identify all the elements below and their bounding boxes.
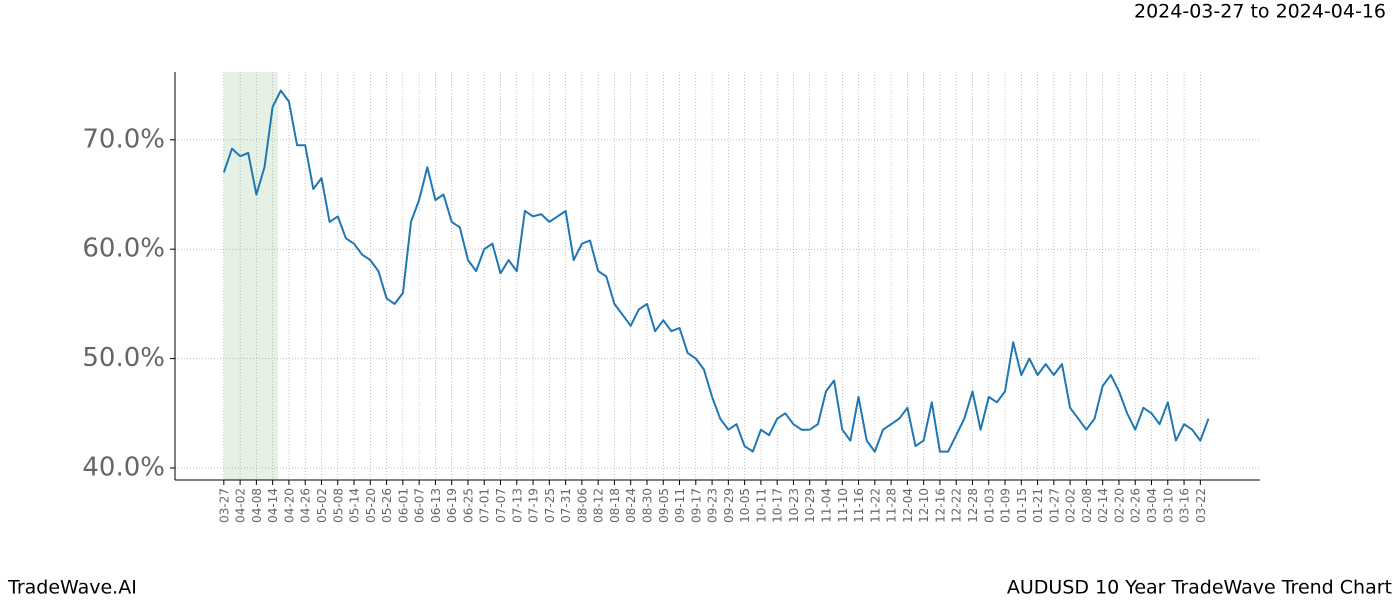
x-tick-label: 03-22 — [1194, 488, 1208, 523]
x-tick-label: 12-10 — [917, 488, 931, 523]
x-tick-label: 04-08 — [250, 488, 264, 523]
x-tick-label: 03-16 — [1178, 488, 1192, 523]
x-tick-label: 06-25 — [461, 488, 475, 523]
x-tick-label: 03-27 — [217, 488, 231, 523]
x-tick-label: 11-28 — [885, 488, 899, 523]
series-line — [222, 89, 1210, 453]
x-tick-label: 09-29 — [722, 488, 736, 523]
x-tick-label: 11-22 — [868, 488, 882, 523]
x-tick-label: 06-07 — [413, 488, 427, 523]
x-tick-label: 05-20 — [364, 488, 378, 523]
x-tick-label: 08-24 — [624, 488, 638, 523]
chart-title: 2024-03-27 to 2024-04-16 — [1134, 1, 1386, 23]
x-tick-label: 04-14 — [266, 488, 280, 523]
x-tick-label: 01-09 — [999, 488, 1013, 523]
x-tick-label: 03-04 — [1145, 488, 1159, 523]
x-tick-label: 02-08 — [1080, 488, 1094, 523]
x-tick-label: 07-31 — [559, 488, 573, 523]
x-tick-label: 10-11 — [754, 488, 768, 523]
x-tick-label: 02-20 — [1112, 488, 1126, 523]
x-tick-label: 09-05 — [657, 488, 671, 523]
x-tick-label: 09-11 — [673, 488, 687, 523]
x-tick-label: 05-26 — [380, 488, 394, 523]
x-tick-label: 05-08 — [331, 488, 345, 523]
x-tick-label: 04-20 — [282, 488, 296, 523]
x-tick-label: 02-02 — [1064, 488, 1078, 523]
x-tick-label: 03-10 — [1161, 488, 1175, 523]
x-tick-label: 11-10 — [836, 488, 850, 523]
x-tick-label: 01-15 — [1015, 488, 1029, 523]
x-tick-label: 08-12 — [592, 488, 606, 523]
x-tick-label: 05-14 — [348, 488, 362, 523]
x-tick-label: 12-22 — [950, 488, 964, 523]
x-tick-label: 07-19 — [527, 488, 541, 523]
y-tick-label: 50.0% — [82, 343, 165, 373]
x-tick-label: 10-23 — [787, 488, 801, 523]
footer-left: TradeWave.AI — [7, 577, 137, 599]
x-tick-label: 07-01 — [478, 488, 492, 523]
x-tick-label: 12-16 — [933, 488, 947, 523]
x-tick-label: 12-04 — [901, 488, 915, 523]
x-tick-label: 11-16 — [852, 488, 866, 523]
x-tick-label: 07-07 — [494, 488, 508, 523]
y-tick-label: 70.0% — [82, 124, 165, 154]
x-tick-label: 07-25 — [543, 488, 557, 523]
x-tick-label: 08-18 — [608, 488, 622, 523]
x-tick-label: 06-13 — [429, 488, 443, 523]
x-tick-label: 06-19 — [445, 488, 459, 523]
x-tick-label: 05-02 — [315, 488, 329, 523]
x-tick-label: 10-29 — [803, 488, 817, 523]
x-tick-label: 08-06 — [575, 488, 589, 523]
x-tick-label: 04-02 — [234, 488, 248, 523]
x-tick-label: 11-04 — [820, 488, 834, 523]
x-tick-label: 09-17 — [689, 488, 703, 523]
x-tick-label: 08-30 — [640, 488, 654, 523]
y-tick-label: 60.0% — [82, 234, 165, 264]
x-tick-label: 02-26 — [1129, 488, 1143, 523]
x-tick-label: 04-26 — [299, 488, 313, 523]
x-tick-label: 10-17 — [771, 488, 785, 523]
footer-right: AUDUSD 10 Year TradeWave Trend Chart — [1007, 577, 1392, 599]
x-tick-label: 01-27 — [1047, 488, 1061, 523]
x-tick-label: 06-01 — [396, 488, 410, 523]
x-tick-label: 12-28 — [966, 488, 980, 523]
x-tick-label: 02-14 — [1096, 488, 1110, 523]
x-tick-label: 07-13 — [510, 488, 524, 523]
x-tick-label: 01-21 — [1031, 488, 1045, 523]
x-tick-label: 01-03 — [982, 488, 996, 523]
x-tick-label: 10-05 — [738, 488, 752, 523]
x-tick-label: 09-23 — [706, 488, 720, 523]
y-tick-label: 40.0% — [82, 452, 165, 482]
